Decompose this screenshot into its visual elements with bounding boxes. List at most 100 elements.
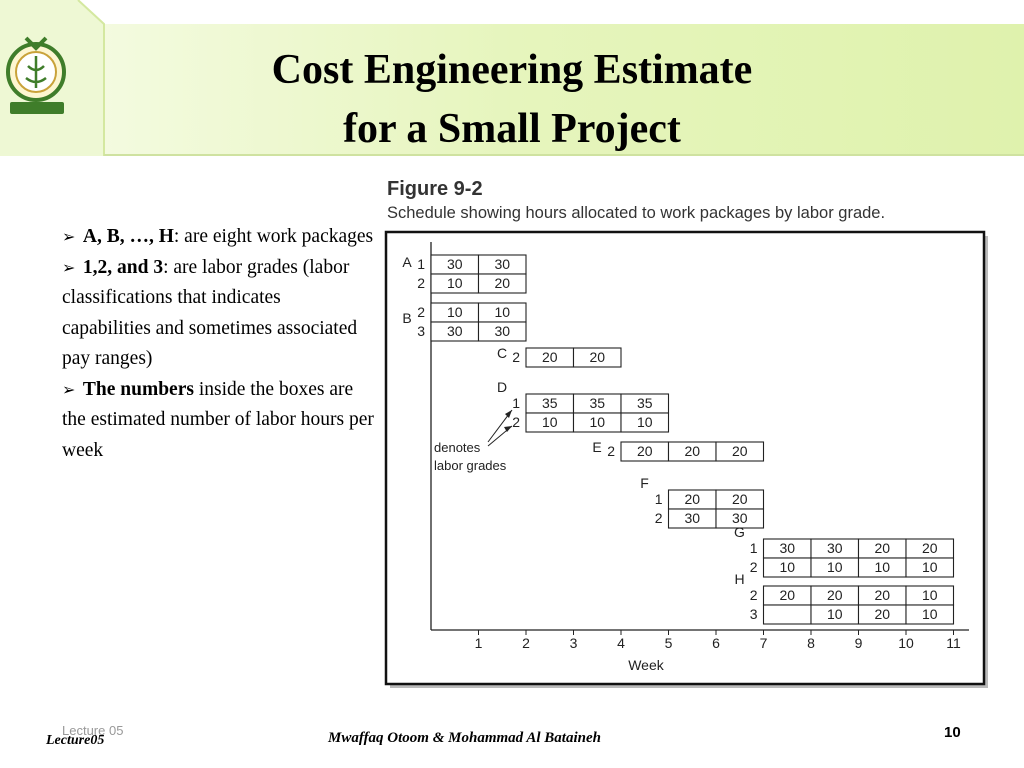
x-axis-label: Week xyxy=(628,657,665,673)
x-tick-label: 1 xyxy=(475,635,483,651)
hours-value: 20 xyxy=(494,275,510,291)
hours-value: 30 xyxy=(494,323,510,339)
hours-value: 20 xyxy=(874,606,890,622)
package-label: B xyxy=(402,310,411,326)
bullet-item-packages: ➢ A, B, …, H: are eight work packages xyxy=(62,222,374,253)
hours-value: 10 xyxy=(542,414,558,430)
labor-grade-label: 2 xyxy=(417,275,425,291)
hours-value: 20 xyxy=(779,587,795,603)
bullet-bold: A, B, …, H xyxy=(82,226,174,247)
arrowhead-icon xyxy=(504,426,512,432)
hours-value: 35 xyxy=(589,395,605,411)
package-label: D xyxy=(497,379,507,395)
hours-value: 30 xyxy=(732,510,748,526)
labor-grade-label: 2 xyxy=(417,304,425,320)
x-tick-label: 5 xyxy=(665,635,673,651)
slide-title-line-1: Cost Engineering Estimate xyxy=(271,47,753,93)
university-logo xyxy=(6,36,66,114)
hours-value: 20 xyxy=(637,443,653,459)
hours-value: 20 xyxy=(589,349,605,365)
arrow-bullet-icon: ➢ xyxy=(62,379,76,399)
x-tick-label: 6 xyxy=(712,635,720,651)
hours-value: 30 xyxy=(827,540,843,556)
x-tick-label: 2 xyxy=(522,635,530,651)
x-tick-label: 8 xyxy=(807,635,815,651)
labor-grade-label: 1 xyxy=(512,395,520,411)
hours-value: 30 xyxy=(447,323,463,339)
labor-grade-label: 2 xyxy=(750,587,758,603)
labor-grade-label: 1 xyxy=(655,491,663,507)
hours-value: 35 xyxy=(637,395,653,411)
hours-value: 20 xyxy=(874,587,890,603)
labor-grade-label: 3 xyxy=(417,323,425,339)
annotation-text: denotes xyxy=(434,440,481,455)
bullet-item-labor-grades: ➢ 1,2, and 3: are labor grades (labor cl… xyxy=(62,253,374,375)
labor-grade-label: 2 xyxy=(750,559,758,575)
figure-caption: Schedule showing hours allocated to work… xyxy=(387,204,886,222)
labor-grade-label: 1 xyxy=(417,256,425,272)
hours-value: 30 xyxy=(494,256,510,272)
labor-grade-label: 2 xyxy=(655,510,663,526)
package-label: F xyxy=(640,475,649,491)
arrow-bullet-icon: ➢ xyxy=(62,257,76,277)
bullet-text: : are labor grades (labor classification… xyxy=(62,256,358,370)
hours-cell xyxy=(715,441,765,462)
hours-value: 20 xyxy=(684,491,700,507)
annotation-text: labor grades xyxy=(434,458,507,473)
labor-grade-label: 2 xyxy=(607,443,615,459)
x-tick-label: 10 xyxy=(898,635,914,651)
hours-value: 30 xyxy=(684,510,700,526)
hours-cell xyxy=(905,604,955,625)
hours-value: 20 xyxy=(922,540,938,556)
hours-value: 20 xyxy=(684,443,700,459)
x-tick-label: 11 xyxy=(946,635,961,651)
hours-cell xyxy=(762,604,812,625)
hours-cell xyxy=(905,557,955,578)
hours-cell xyxy=(477,273,527,294)
hours-value: 10 xyxy=(589,414,605,430)
hours-value: 10 xyxy=(922,559,938,575)
hours-value: 30 xyxy=(779,540,795,556)
package-label: C xyxy=(497,345,507,361)
package-label: H xyxy=(734,571,744,587)
hours-value: 10 xyxy=(827,559,843,575)
package-label: A xyxy=(402,254,412,270)
bullet-list: ➢ A, B, …, H: are eight work packages ➢ … xyxy=(62,222,374,466)
package-label: E xyxy=(592,439,601,455)
hours-value: 10 xyxy=(922,587,938,603)
hours-value: 10 xyxy=(922,606,938,622)
figure-title: Figure 9-2 xyxy=(387,178,483,200)
hours-value: 20 xyxy=(732,443,748,459)
hours-value: 10 xyxy=(779,559,795,575)
x-tick-label: 3 xyxy=(570,635,578,651)
footer-authors: Mwaffaq Otoom & Mohammad Al Bataineh xyxy=(328,730,601,746)
bullet-text: inside the boxes are the estimated numbe… xyxy=(62,378,374,461)
hours-value: 10 xyxy=(637,414,653,430)
labor-grade-label: 1 xyxy=(750,540,758,556)
arrowhead-icon xyxy=(505,410,512,418)
hours-cell xyxy=(572,347,622,368)
labor-grade-label: 3 xyxy=(750,606,758,622)
slide-title-line-2: for a Small Project xyxy=(343,106,681,152)
labor-grade-label: 2 xyxy=(512,414,520,430)
hours-value: 20 xyxy=(827,587,843,603)
x-tick-label: 9 xyxy=(855,635,863,651)
hours-value: 20 xyxy=(542,349,558,365)
hours-value: 30 xyxy=(447,256,463,272)
hours-value: 10 xyxy=(447,275,463,291)
footer-lecture-placeholder: Lecture 05 xyxy=(62,723,124,738)
hours-value: 10 xyxy=(447,304,463,320)
bullet-bold: The numbers xyxy=(82,378,194,400)
x-tick-label: 4 xyxy=(617,635,625,651)
bullet-item-numbers: ➢ The numbers inside the boxes are the e… xyxy=(62,375,374,467)
hours-value: 20 xyxy=(874,540,890,556)
hours-value: 35 xyxy=(542,395,558,411)
x-tick-label: 7 xyxy=(760,635,768,651)
package-label: G xyxy=(734,524,745,540)
hours-value: 10 xyxy=(827,606,843,622)
hours-cell xyxy=(620,412,670,433)
hours-cell xyxy=(477,321,527,342)
hours-cell xyxy=(715,508,765,529)
labor-grade-label: 2 xyxy=(512,349,520,365)
